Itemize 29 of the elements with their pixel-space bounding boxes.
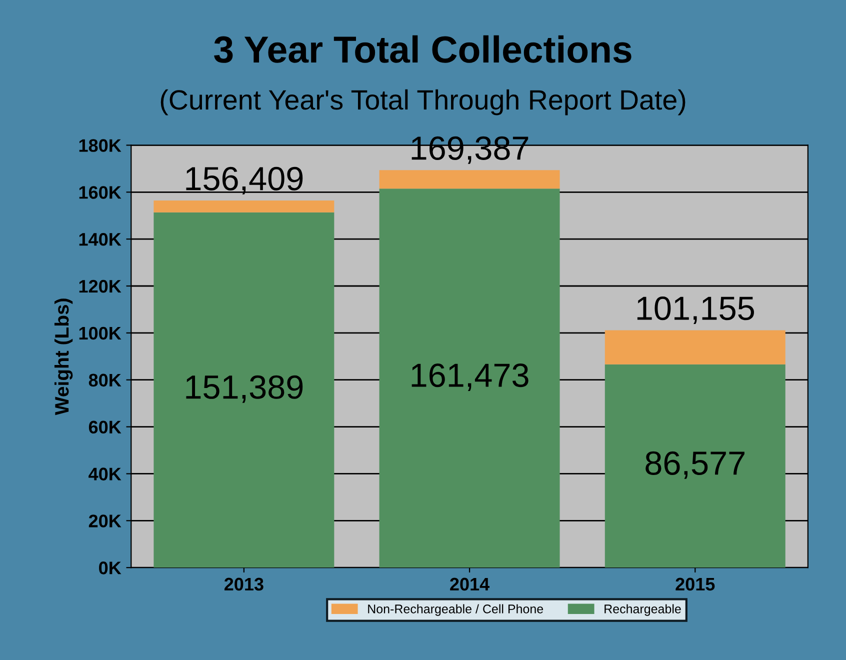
bar — [379, 188, 560, 568]
x-tick-label: 2013 — [224, 578, 264, 591]
y-tick-label: 100K — [79, 326, 122, 340]
y-tick-label: 60K — [88, 420, 122, 434]
y-tick-label: 0K — [99, 562, 122, 574]
y-tick-label: 80K — [88, 374, 122, 387]
legend-label: Non-Rechargeable / Cell Phone — [368, 604, 544, 616]
data-label: 86,577 — [646, 451, 744, 479]
total-label: 101,155 — [637, 296, 754, 324]
bar — [604, 330, 786, 364]
bar — [604, 364, 786, 568]
y-tick-label: 140K — [79, 233, 122, 246]
bar — [379, 170, 560, 189]
y-tick-label: 120K — [79, 280, 122, 293]
y-tick-label: 40K — [88, 468, 122, 480]
y-tick-label: 20K — [88, 514, 122, 528]
data-label: 151,389 — [186, 375, 303, 403]
bar — [154, 212, 334, 568]
data-label: 161,473 — [412, 363, 528, 392]
y-tick-label: 180K — [79, 139, 122, 152]
y-tick-label: 160K — [79, 186, 122, 199]
y-axis-title: Weight (Lbs) — [54, 298, 73, 416]
bar — [154, 200, 334, 212]
legend-label: Rechargeable — [604, 604, 681, 616]
total-label: 156,409 — [186, 166, 303, 194]
chart-title: 3 Year Total Collections — [214, 35, 632, 63]
x-tick-label: 2014 — [450, 578, 490, 591]
chart-subtitle: (Current Year's Total Through Report Date) — [160, 89, 686, 116]
x-tick-label: 2015 — [676, 578, 715, 591]
